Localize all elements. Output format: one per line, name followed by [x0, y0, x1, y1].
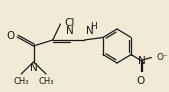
Text: O: O: [6, 31, 14, 41]
Text: N: N: [66, 26, 74, 36]
Text: H: H: [90, 22, 96, 31]
Text: N: N: [138, 55, 146, 66]
Text: Cl: Cl: [64, 18, 75, 28]
Text: CH₃: CH₃: [38, 77, 54, 86]
Text: N: N: [30, 63, 38, 73]
Text: O: O: [137, 76, 145, 85]
Text: O⁻: O⁻: [156, 53, 168, 62]
Text: N: N: [86, 26, 94, 36]
Text: CH₃: CH₃: [13, 77, 29, 86]
